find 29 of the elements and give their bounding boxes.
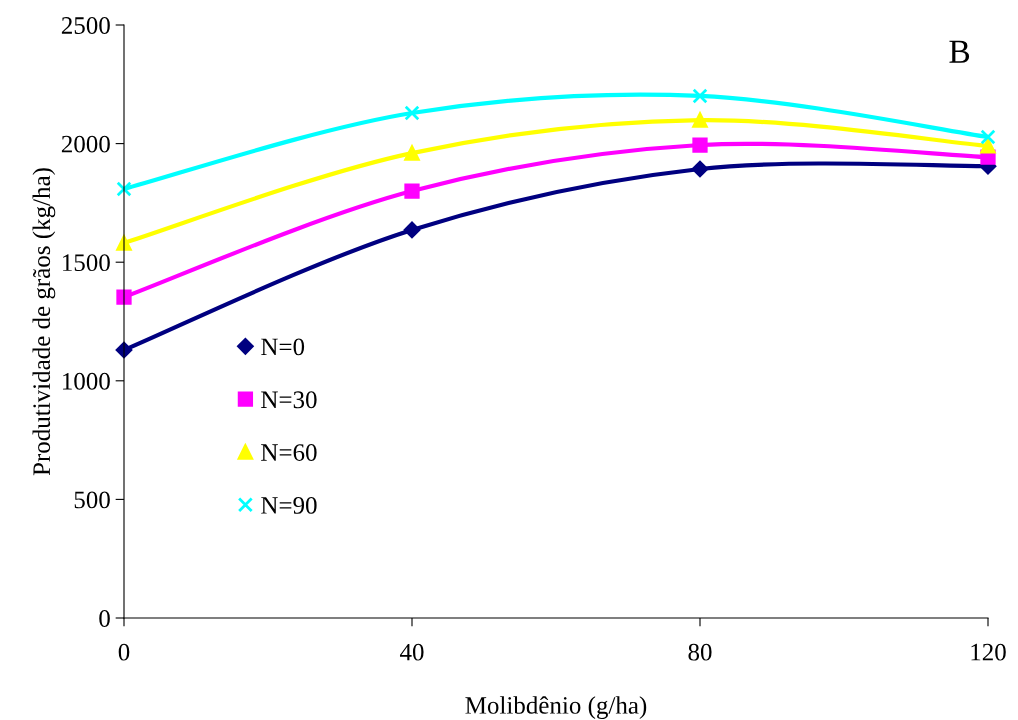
y-tick-label: 0 xyxy=(99,610,110,627)
y-tick-label: 500 xyxy=(74,491,110,509)
x-tick-label: 80 xyxy=(688,643,712,661)
point xyxy=(404,145,420,161)
y-tick-label: 2000 xyxy=(61,135,110,153)
point xyxy=(403,221,421,239)
y-tick-label: 1000 xyxy=(63,372,110,390)
y-axis-title: Produtividade de grãos (kg/ha) xyxy=(32,168,56,476)
x-tick-label: 40 xyxy=(399,643,424,661)
point xyxy=(980,138,996,154)
point xyxy=(116,289,132,305)
x-axis-title: Molibdênio (g/ha) xyxy=(465,696,647,720)
point xyxy=(980,129,996,145)
legend-label: N=90 xyxy=(261,496,317,514)
point xyxy=(691,160,709,178)
x-tick-label: 120 xyxy=(971,643,1006,661)
point xyxy=(116,181,132,197)
legend-label: N=30 xyxy=(261,391,317,409)
point xyxy=(404,183,420,199)
point xyxy=(692,112,708,128)
x-tick-label: 0 xyxy=(118,643,130,661)
legend-label: N=0 xyxy=(261,338,305,356)
y-tick-label: 2500 xyxy=(61,17,110,34)
legend-label: N=60 xyxy=(261,444,317,461)
annotation: B xyxy=(949,40,970,63)
point xyxy=(692,137,708,153)
y-tick-label: 1500 xyxy=(63,254,110,272)
point xyxy=(692,88,708,104)
point xyxy=(404,105,420,121)
